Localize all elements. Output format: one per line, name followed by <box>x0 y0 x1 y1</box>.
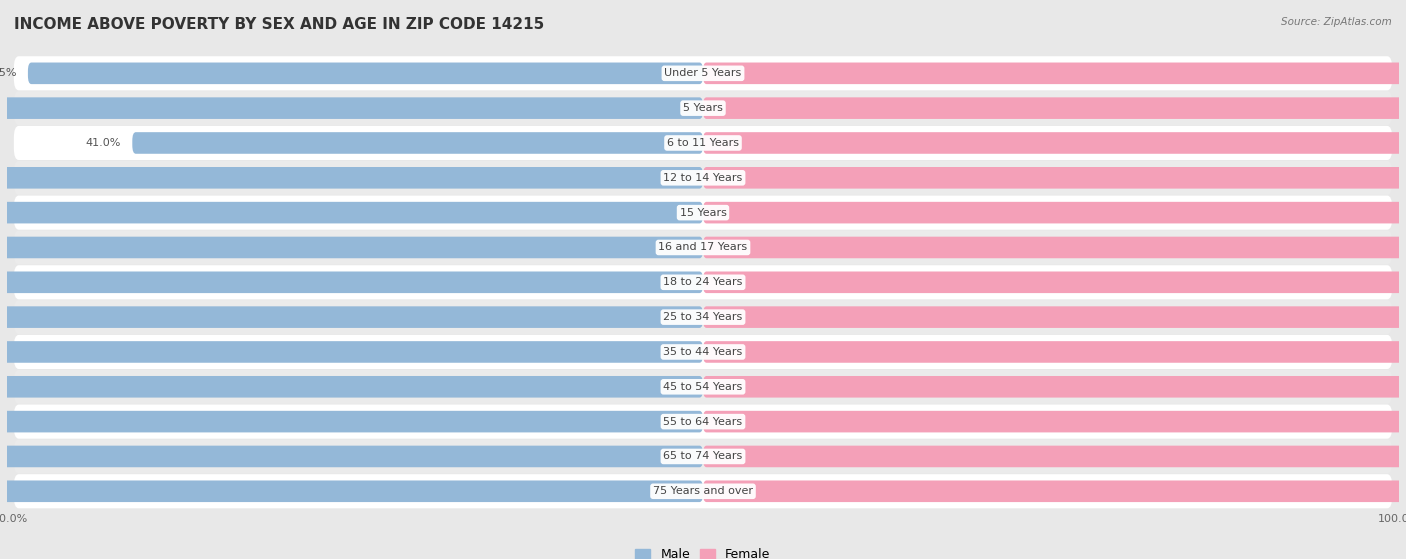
Text: 35 to 44 Years: 35 to 44 Years <box>664 347 742 357</box>
FancyBboxPatch shape <box>14 405 1392 439</box>
FancyBboxPatch shape <box>703 272 1406 293</box>
Text: 41.0%: 41.0% <box>86 138 121 148</box>
FancyBboxPatch shape <box>703 63 1406 84</box>
Legend: Male, Female: Male, Female <box>636 548 770 559</box>
FancyBboxPatch shape <box>703 236 1406 258</box>
Text: 15 Years: 15 Years <box>679 207 727 217</box>
Text: 65 to 74 Years: 65 to 74 Years <box>664 452 742 461</box>
Text: 48.5%: 48.5% <box>0 68 17 78</box>
FancyBboxPatch shape <box>14 300 1392 334</box>
FancyBboxPatch shape <box>703 376 1406 397</box>
Text: 75 Years and over: 75 Years and over <box>652 486 754 496</box>
Text: 18 to 24 Years: 18 to 24 Years <box>664 277 742 287</box>
Text: 16 and 17 Years: 16 and 17 Years <box>658 243 748 253</box>
FancyBboxPatch shape <box>0 341 703 363</box>
FancyBboxPatch shape <box>703 446 1406 467</box>
FancyBboxPatch shape <box>0 481 703 502</box>
FancyBboxPatch shape <box>14 439 1392 473</box>
Text: 5 Years: 5 Years <box>683 103 723 113</box>
FancyBboxPatch shape <box>703 481 1406 502</box>
FancyBboxPatch shape <box>703 202 1406 224</box>
FancyBboxPatch shape <box>0 236 703 258</box>
FancyBboxPatch shape <box>14 474 1392 508</box>
FancyBboxPatch shape <box>14 161 1392 195</box>
Text: 12 to 14 Years: 12 to 14 Years <box>664 173 742 183</box>
Text: Under 5 Years: Under 5 Years <box>665 68 741 78</box>
FancyBboxPatch shape <box>28 63 703 84</box>
FancyBboxPatch shape <box>0 167 703 188</box>
FancyBboxPatch shape <box>703 341 1406 363</box>
FancyBboxPatch shape <box>703 167 1406 188</box>
FancyBboxPatch shape <box>0 272 703 293</box>
FancyBboxPatch shape <box>703 97 1406 119</box>
FancyBboxPatch shape <box>703 306 1406 328</box>
Text: Source: ZipAtlas.com: Source: ZipAtlas.com <box>1281 17 1392 27</box>
FancyBboxPatch shape <box>0 97 703 119</box>
FancyBboxPatch shape <box>14 335 1392 369</box>
FancyBboxPatch shape <box>0 411 703 433</box>
FancyBboxPatch shape <box>14 230 1392 264</box>
FancyBboxPatch shape <box>14 265 1392 300</box>
FancyBboxPatch shape <box>0 446 703 467</box>
FancyBboxPatch shape <box>0 376 703 397</box>
FancyBboxPatch shape <box>703 132 1406 154</box>
FancyBboxPatch shape <box>703 411 1406 433</box>
Text: 25 to 34 Years: 25 to 34 Years <box>664 312 742 322</box>
FancyBboxPatch shape <box>14 91 1392 125</box>
FancyBboxPatch shape <box>14 126 1392 160</box>
Text: 45 to 54 Years: 45 to 54 Years <box>664 382 742 392</box>
FancyBboxPatch shape <box>14 369 1392 404</box>
FancyBboxPatch shape <box>0 306 703 328</box>
FancyBboxPatch shape <box>14 56 1392 91</box>
Text: 6 to 11 Years: 6 to 11 Years <box>666 138 740 148</box>
FancyBboxPatch shape <box>0 202 703 224</box>
Text: 55 to 64 Years: 55 to 64 Years <box>664 416 742 427</box>
FancyBboxPatch shape <box>14 196 1392 230</box>
FancyBboxPatch shape <box>132 132 703 154</box>
Text: INCOME ABOVE POVERTY BY SEX AND AGE IN ZIP CODE 14215: INCOME ABOVE POVERTY BY SEX AND AGE IN Z… <box>14 17 544 32</box>
